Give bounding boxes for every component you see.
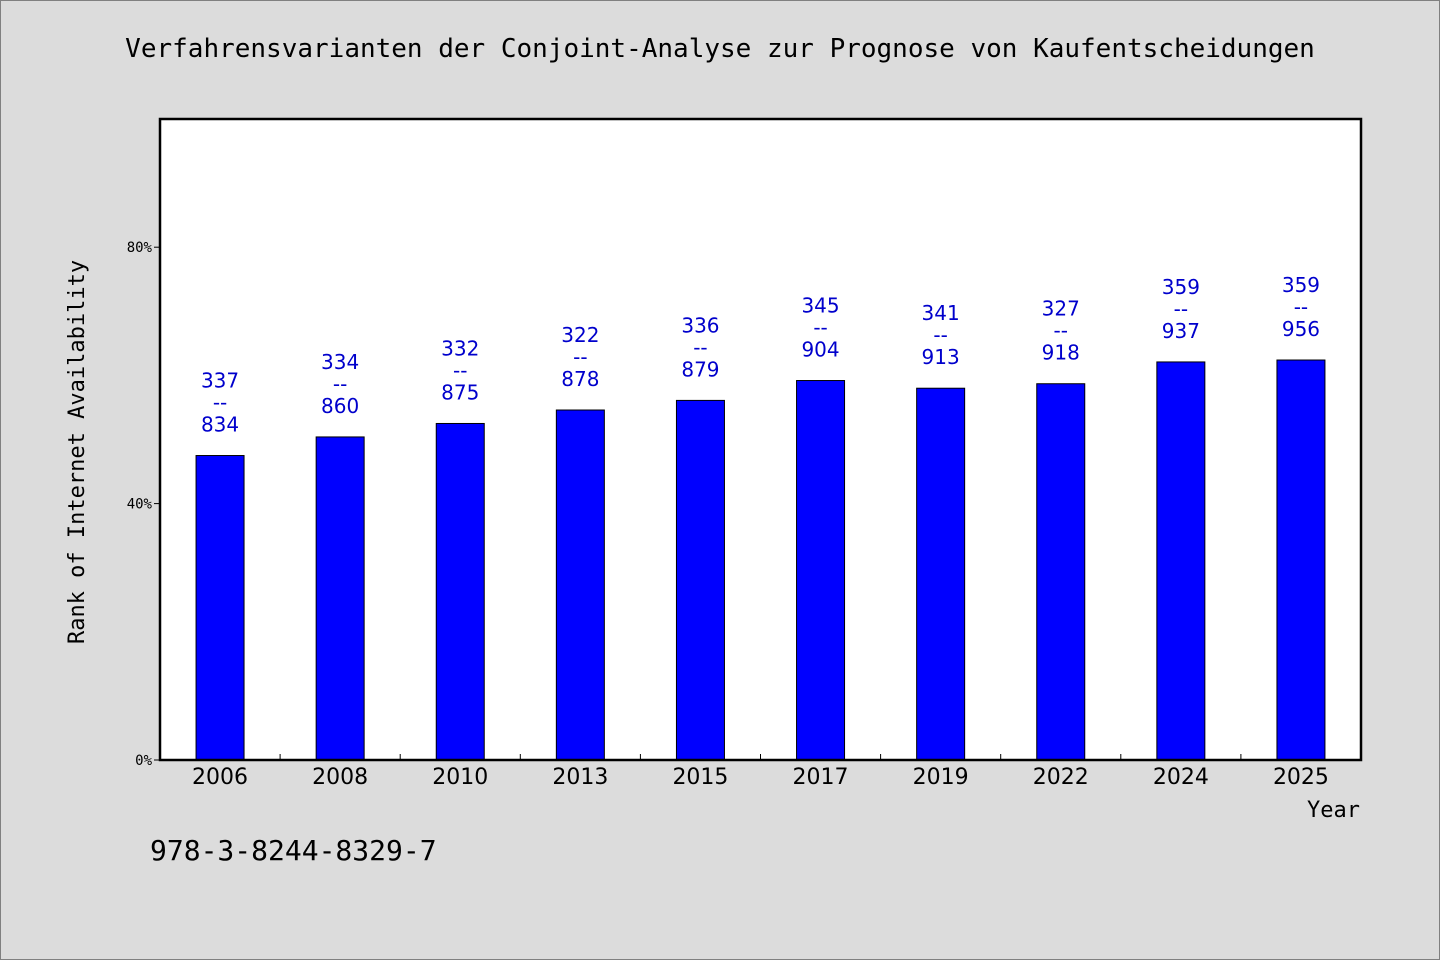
bar-data-label: 956: [1282, 317, 1320, 341]
bar-data-label: 918: [1042, 341, 1080, 365]
isbn-footnote: 978-3-8244-8329-7: [150, 834, 437, 867]
bar-data-label: 879: [681, 357, 719, 381]
x-tick-label: 2006: [192, 765, 248, 790]
bar-data-label: 359: [1162, 275, 1200, 299]
bar-data-label: 904: [801, 338, 839, 362]
x-tick-label: 2015: [672, 765, 728, 790]
bar: [435, 422, 485, 761]
x-axis-title: Year: [1307, 798, 1360, 823]
y-tick-label: 0%: [135, 753, 152, 769]
bar: [195, 455, 245, 761]
x-tick-label: 2025: [1273, 765, 1329, 790]
bar-data-label: 875: [441, 380, 479, 404]
x-tick-label: 2022: [1033, 765, 1089, 790]
bar-data-label: 860: [321, 394, 359, 418]
bar-data-label: 322: [561, 323, 599, 347]
bar-data-label: --: [453, 358, 467, 382]
bar: [1276, 359, 1326, 761]
bar-data-label: 878: [561, 367, 599, 391]
x-tick-label: 2019: [913, 765, 969, 790]
y-tick-label: 80%: [127, 240, 153, 256]
bar-data-label: --: [333, 372, 347, 396]
bar-data-label: --: [933, 323, 947, 347]
chart-title: Verfahrensvarianten der Conjoint-Analyse…: [125, 34, 1315, 64]
x-tick-label: 2017: [793, 765, 849, 790]
bar-data-label: 336: [681, 313, 719, 337]
bar-data-label: 937: [1162, 319, 1200, 343]
bar-data-label: 334: [321, 350, 359, 374]
bar-data-label: --: [1294, 295, 1308, 319]
bar-data-label: 327: [1042, 297, 1080, 321]
bar: [1036, 383, 1086, 761]
plot-border: [158, 117, 1363, 762]
bar: [916, 387, 966, 761]
bar-data-label: 337: [201, 369, 239, 393]
bar-data-label: 834: [201, 413, 239, 437]
bar-data-label: 332: [441, 336, 479, 360]
bar-data-label: 345: [801, 294, 839, 318]
bar-data-label: --: [573, 345, 587, 369]
bar: [1156, 361, 1206, 761]
bar-data-label: --: [813, 316, 827, 340]
bar-data-label: --: [1174, 297, 1188, 321]
bar-data-label: 913: [922, 345, 960, 369]
bar: [555, 409, 605, 761]
y-axis-title: Rank of Internet Availability: [65, 260, 90, 644]
bar-data-label: 341: [922, 301, 960, 325]
bar: [675, 399, 725, 761]
bar: [796, 380, 846, 761]
bar: [315, 436, 365, 761]
bar-data-label: --: [213, 391, 227, 415]
x-tick-label: 2008: [312, 765, 368, 790]
bar-data-label: 359: [1282, 273, 1320, 297]
bar-data-label: --: [693, 335, 707, 359]
x-tick-label: 2024: [1153, 765, 1209, 790]
x-tick-label: 2010: [432, 765, 488, 790]
x-tick-label: 2013: [552, 765, 608, 790]
bar-data-label: --: [1054, 319, 1068, 343]
y-tick-label: 40%: [127, 497, 153, 513]
